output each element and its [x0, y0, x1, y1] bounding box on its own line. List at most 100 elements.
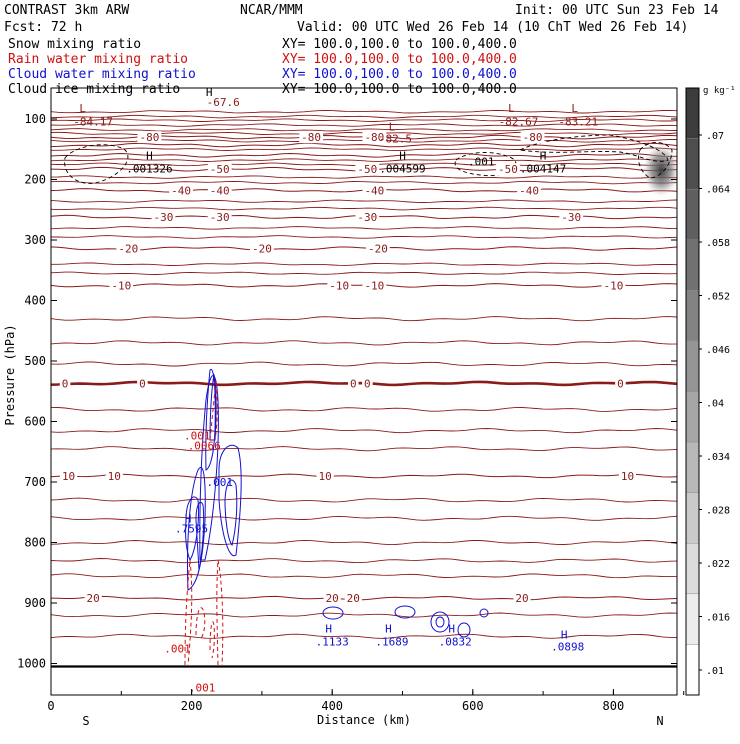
extremum-annotation: .0898 [551, 641, 584, 654]
colorbar-frame [685, 87, 700, 696]
colorbar-tick-label: .064 [706, 185, 730, 196]
isotherm-label: -10 [111, 279, 131, 292]
y-tick-label: 400 [24, 294, 46, 308]
legend-xy-snow: XY= 100.0,100.0 to 100.0,400.0 [282, 37, 517, 52]
colorbar-tick-label: .028 [706, 506, 730, 517]
extremum-annotation: .001 [206, 476, 233, 489]
cloud-water-cell-inner [435, 616, 445, 628]
extremum-annotation: H [399, 149, 406, 162]
cloud-water-contour [195, 501, 205, 571]
isotherm-label: 20 [87, 592, 100, 605]
isotherm-minor [51, 118, 677, 122]
extremum-annotation: .0066 [188, 440, 221, 453]
isotherm-minor [51, 340, 677, 346]
isotherm-label: 0 [139, 377, 146, 390]
colorbar-swatch [685, 290, 700, 342]
isotherm-minor [51, 128, 677, 132]
isotherm-label: 0 [350, 377, 357, 390]
center-title: NCAR/MMM [240, 3, 303, 18]
x-tick-label: 0 [47, 699, 54, 713]
extremum-annotation: .0832 [439, 636, 472, 649]
snow-contour [638, 142, 673, 179]
isotherm-label-bg [137, 131, 162, 144]
isotherm-label-bg [327, 279, 352, 292]
isotherm-label-bg [151, 211, 176, 224]
cloud-water-contour [205, 368, 216, 471]
isotherm-minor [51, 497, 677, 503]
isotherm-label-bg [84, 592, 102, 605]
colorbar-swatch [685, 340, 700, 392]
isotherm-label-bg [207, 211, 232, 224]
colorbar-swatch [685, 593, 700, 645]
x-tick-label: 800 [603, 699, 625, 713]
isotherm--60 [51, 152, 677, 158]
isotherm-label-bg [362, 131, 387, 144]
isotherm-label: -20 [252, 242, 272, 255]
isotherm-label-bg [520, 131, 545, 144]
isotherm-minor [51, 262, 677, 266]
isotherm-label-bg [207, 184, 232, 197]
colorbar-swatch [685, 188, 700, 240]
isotherm-minor [51, 446, 677, 452]
colorbar-units: g kg⁻¹ [703, 86, 736, 96]
isotherm-label-bg [59, 377, 71, 390]
colorbar-tick-label: .04 [706, 399, 724, 410]
y-tick-label: 1000 [17, 657, 46, 671]
isotherm-minor [51, 235, 677, 239]
cloud-water-cell [394, 605, 416, 619]
y-tick-label: 500 [24, 354, 46, 368]
isotherm-label: 10 [108, 470, 121, 483]
isotherm-label: -10 [329, 279, 349, 292]
isotherm-minor [51, 226, 677, 230]
isotherm-label-bg [365, 242, 390, 255]
isotherm-minor [51, 539, 677, 546]
colorbar-tick-label: .046 [706, 345, 730, 356]
isotherm-minor [51, 180, 677, 185]
x-tick-label: 600 [462, 699, 484, 713]
extremum-annotation: -83.21 [558, 115, 598, 128]
isotherm-minor [51, 612, 677, 618]
isotherm-label-bg [362, 184, 387, 197]
colorbar-tick-label: .07 [706, 131, 724, 142]
cloud-water-cell [457, 622, 471, 638]
cloud-water-contour [218, 444, 242, 557]
cloud-water-cell [430, 611, 450, 633]
extremum-annotation: L [389, 120, 396, 133]
isotherm-label-bg [299, 131, 324, 144]
isotherm-minor [51, 428, 677, 434]
isotherm-label-bg [347, 377, 359, 390]
colorbar-swatch [685, 87, 700, 139]
isotherm-label-bg [344, 592, 362, 605]
extremum-annotation: .1689 [375, 636, 408, 649]
y-tick-label: 600 [24, 415, 46, 429]
valid-time: Valid: 00 UTC Wed 26 Feb 14 (10 ChT Wed … [297, 20, 688, 35]
isotherm-label: 0 [62, 377, 69, 390]
isotherm-label: -40 [519, 184, 539, 197]
extremum-annotation: H [185, 512, 192, 525]
isotherm-label: -20 [368, 242, 388, 255]
isotherm-label: 10 [62, 470, 75, 483]
isotherm-label: 20 [347, 592, 360, 605]
legend-label-cloud-water: Cloud water mixing ratio [8, 67, 196, 82]
extremum-annotation: L [508, 102, 515, 115]
isotherm-20 [51, 595, 677, 601]
endpoint-north: N [656, 714, 663, 728]
colorbar-tick-label: .016 [706, 613, 730, 624]
cloud-water-contour [224, 479, 238, 547]
isotherm-minor [51, 175, 677, 179]
isotherm-label: -50 [210, 163, 230, 176]
snow-contour [518, 134, 669, 162]
extremum-annotation: H [561, 628, 568, 641]
isotherm-minor [51, 123, 677, 127]
extremum-annotation: H [540, 149, 547, 162]
isotherm-label: -40 [364, 184, 384, 197]
extremum-annotation: -84.17 [73, 115, 113, 128]
axes: 0 200 400 600 800100200300400500600700800900… [17, 112, 685, 713]
isotherm-label: 20 [515, 592, 528, 605]
extremum-annotation: .001 [184, 429, 211, 442]
rain-contour [184, 559, 193, 666]
cloud-water-cell [322, 606, 344, 620]
isotherm-minor [51, 316, 677, 322]
legend-label-rain: Rain water mixing ratio [8, 52, 188, 67]
